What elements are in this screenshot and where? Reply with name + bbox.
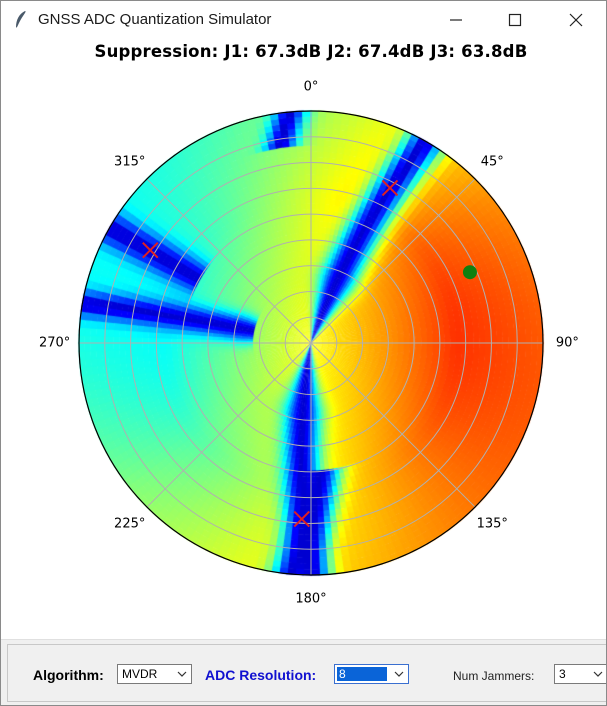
num-jammers-value: 3 — [559, 667, 566, 681]
angular-gridline — [310, 178, 476, 344]
angle-tick-label: 180° — [295, 591, 327, 607]
satellite-marker — [462, 265, 477, 280]
minimize-button[interactable] — [433, 1, 479, 39]
chevron-down-icon — [593, 671, 603, 677]
jammer-marker — [381, 179, 399, 197]
angular-gridline — [146, 178, 312, 344]
chevron-down-icon — [394, 671, 404, 677]
maximize-button[interactable] — [492, 1, 538, 39]
angle-tick-label: 225° — [114, 516, 146, 532]
polar-heatmap — [1, 39, 606, 639]
angle-tick-label: 135° — [476, 516, 508, 532]
feather-icon — [16, 11, 27, 29]
angle-tick-label: 315° — [114, 154, 146, 170]
minimize-icon — [450, 19, 462, 21]
polar-frame — [78, 110, 544, 576]
jammer-marker — [293, 510, 310, 528]
algorithm-label: Algorithm: — [33, 667, 104, 683]
polar-overlay — [78, 110, 544, 576]
angular-gridline — [146, 342, 312, 508]
angle-tick-label: 0° — [303, 79, 319, 95]
angle-tick-label: 45° — [480, 154, 504, 170]
angular-gridline — [310, 342, 476, 508]
chevron-down-icon — [177, 671, 187, 677]
window-title: GNSS ADC Quantization Simulator — [38, 11, 272, 28]
control-panel: Algorithm: MVDR ADC Resolution: 8 Num Ja… — [1, 639, 606, 705]
close-icon — [569, 13, 583, 27]
plot-title: Suppression: J1: 67.3dB J2: 67.4dB J3: 6… — [94, 42, 528, 61]
adc-resolution-value: 8 — [337, 667, 387, 681]
algorithm-select[interactable]: MVDR — [117, 664, 192, 684]
maximize-icon — [508, 13, 522, 27]
jammer-marker — [142, 241, 159, 259]
angle-tick-label: 270° — [38, 335, 71, 351]
plot-title-clip — [1, 39, 606, 47]
angle-tick-label: 90° — [555, 335, 579, 351]
adc-resolution-select[interactable]: 8 — [334, 664, 409, 684]
control-frame: Algorithm: MVDR ADC Resolution: 8 Num Ja… — [7, 644, 606, 702]
plot-canvas-area: Suppression: J1: 67.3dB J2: 67.4dB J3: 6… — [1, 39, 606, 639]
close-button[interactable] — [553, 1, 599, 39]
num-jammers-spinbox[interactable]: 3 — [554, 664, 606, 684]
algorithm-value: MVDR — [122, 667, 158, 681]
adc-resolution-label: ADC Resolution: — [205, 667, 317, 683]
num-jammers-label: Num Jammers: — [453, 669, 535, 683]
title-bar[interactable]: GNSS ADC Quantization Simulator — [1, 1, 606, 39]
